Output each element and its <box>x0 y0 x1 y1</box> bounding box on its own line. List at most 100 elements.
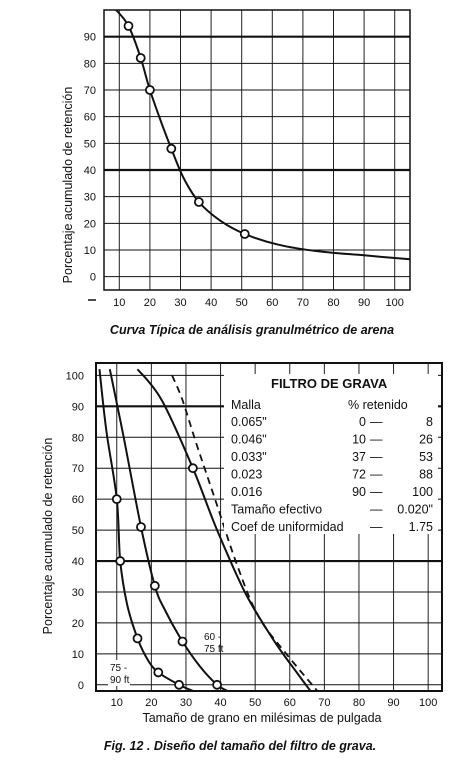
filter-table-low: 0 <box>359 415 366 429</box>
data-point <box>153 667 164 678</box>
chart-bottom: 10 20 30 40 50 60 70 80 90 100 010203040506070809… <box>41 362 443 753</box>
y-tick-label: 90 <box>72 401 84 413</box>
y-tick-label: 10 <box>72 649 84 661</box>
curve-label-75-90-line1: 75 - <box>110 663 127 674</box>
x-tick-label: 50 <box>249 697 261 709</box>
series-curve <box>108 369 229 692</box>
filter-table-dash: — <box>370 468 383 482</box>
y-tick-label: 20 <box>72 618 84 630</box>
data-point <box>174 679 184 690</box>
data-point <box>115 556 126 566</box>
filter-table-title: FILTRO DE GRAVA <box>271 376 388 391</box>
filter-table-high: 8 <box>426 415 433 429</box>
filter-table-low: 72 <box>352 468 366 482</box>
y-tick-label: 0 <box>90 272 96 284</box>
chart-bottom-points <box>111 463 223 690</box>
y-tick-label: 90 <box>84 32 96 44</box>
x-tick-label: 80 <box>353 697 365 709</box>
filter-table-dash: — <box>370 520 383 534</box>
data-point <box>212 679 223 690</box>
chart-bottom-caption: Fig. 12 . Diseño del tamaño del filtro d… <box>104 739 376 753</box>
chart-top-y-ticks: 0 10 20 30 40 50 60 70 80 90 <box>84 32 96 301</box>
data-point <box>177 636 188 647</box>
y-tick-label: 80 <box>84 58 96 70</box>
chart-top-points <box>123 21 250 239</box>
filter-table-malla: 0.023 <box>231 468 262 482</box>
filter-table-extra-label: Tamaño efectivo <box>231 503 322 517</box>
data-point <box>135 53 146 63</box>
chart-bottom-x-axis-label: Tamaño de grano en milésimas de pulgada <box>142 711 381 725</box>
chart-bottom-y-ticks: 0 10 20 30 40 50 60 70 80 90 100 <box>66 370 84 691</box>
x-tick-label: 90 <box>387 697 399 709</box>
filter-table-malla: 0.065" <box>231 415 267 429</box>
data-point <box>144 85 155 95</box>
filter-table-extra-value: 0.020" <box>397 503 433 517</box>
x-tick-label: 60 <box>284 697 296 709</box>
x-tick-label: 40 <box>214 697 226 709</box>
data-point <box>239 229 250 239</box>
x-tick-label: 20 <box>144 297 156 309</box>
y-tick-label: 30 <box>72 587 84 599</box>
chart-top-grid <box>103 9 411 291</box>
x-tick-label: 70 <box>297 297 309 309</box>
filter-table-low: 90 <box>352 485 366 499</box>
data-point <box>111 494 122 505</box>
data-point <box>166 143 177 154</box>
y-tick-label: 40 <box>84 165 96 177</box>
plot-frame <box>103 9 411 291</box>
filter-table-high: 88 <box>419 468 433 482</box>
y-tick-label: 80 <box>72 432 84 444</box>
series-curve <box>98 369 194 692</box>
filter-table-dash: — <box>370 503 383 517</box>
y-tick-label: 70 <box>72 463 84 475</box>
data-point <box>132 633 143 644</box>
filter-table-low: 10 <box>352 433 366 447</box>
y-tick-label: 10 <box>84 245 96 257</box>
filter-table-rows: 0.065" 0 — 8 0.046" 10 — 26 0.033" 37 — 53 0.023 72 — 8… <box>231 415 433 534</box>
filter-table-panel <box>224 374 438 534</box>
x-tick-label: 30 <box>180 697 192 709</box>
chart-top-y-axis-label: Porcentaje acumulado de retención <box>61 87 75 284</box>
chart-top: 10 20 30 40 50 60 70 80 90 100 0 10 20 30 40 50 60 70 80 9… <box>61 9 411 337</box>
filter-table-malla: 0.016 <box>231 485 262 499</box>
filter-table-dash: — <box>370 415 383 429</box>
x-tick-label: 70 <box>318 697 330 709</box>
curve-label-75-90-box <box>108 660 130 686</box>
filter-table-low: 37 <box>352 450 366 464</box>
filter-table-col2-header: % retenido <box>348 398 408 412</box>
y-tick-label: 30 <box>84 192 96 204</box>
filter-table-high: 100 <box>412 485 433 499</box>
x-tick-label: 100 <box>386 297 404 309</box>
chart-top-caption: Curva Típica de análisis granulmétrico d… <box>110 323 394 337</box>
chart-bottom-curves <box>98 368 319 692</box>
chart-top-curve <box>115 9 411 261</box>
filter-table-extra-value: 1.75 <box>409 520 433 534</box>
filter-table-dash: — <box>370 450 383 464</box>
filter-table-high: 26 <box>419 433 433 447</box>
y-tick-label: 60 <box>72 494 84 506</box>
filter-table-malla: 0.033" <box>231 450 267 464</box>
data-point <box>187 463 198 474</box>
y-tick-label: 50 <box>84 138 96 150</box>
curve-label-60-75-line1: 60 - <box>204 632 221 643</box>
series-curve <box>115 9 411 261</box>
y-tick-label: 40 <box>72 556 84 568</box>
x-tick-label: 80 <box>327 297 339 309</box>
chart-bottom-x-ticks: 10 20 30 40 50 60 70 80 90 100 <box>111 697 438 709</box>
filter-table-high: 53 <box>419 450 433 464</box>
x-tick-label: 90 <box>358 297 370 309</box>
filter-table-col1-header: Malla <box>231 398 261 412</box>
series-curve <box>136 368 312 692</box>
x-tick-label: 50 <box>236 297 248 309</box>
x-tick-label: 40 <box>205 297 217 309</box>
y-tick-label: 50 <box>72 525 84 537</box>
data-point <box>193 197 204 207</box>
y-tick-label: 100 <box>66 370 84 382</box>
x-tick-label: 30 <box>174 297 186 309</box>
x-tick-label: 60 <box>266 297 278 309</box>
chart-bottom-y-axis-label: Porcentaje acumulado de retención <box>41 438 55 635</box>
chart-top-x-ticks: 10 20 30 40 50 60 70 80 90 100 <box>113 297 404 309</box>
curve-label-75-90-line2: 90 ft <box>110 675 130 686</box>
y-tick-label: 20 <box>84 218 96 230</box>
